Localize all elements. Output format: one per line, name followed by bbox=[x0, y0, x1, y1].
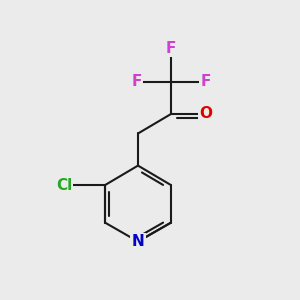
Text: Cl: Cl bbox=[56, 178, 73, 193]
Text: F: F bbox=[131, 74, 142, 89]
Text: O: O bbox=[199, 106, 212, 122]
Text: F: F bbox=[200, 74, 211, 89]
Text: N: N bbox=[132, 234, 144, 249]
Text: F: F bbox=[166, 41, 176, 56]
